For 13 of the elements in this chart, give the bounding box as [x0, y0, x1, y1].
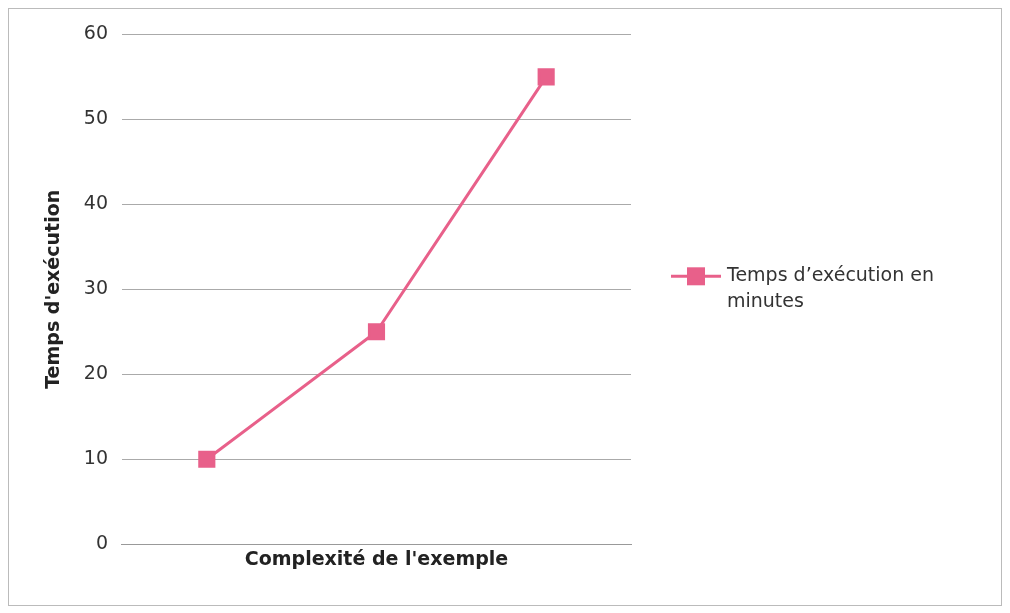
y-tick-label: 20: [83, 361, 108, 384]
y-tick-label: 10: [83, 446, 108, 469]
y-axis-title: Temps d'exécution: [41, 189, 64, 389]
x-axis-title: Complexité de l'exemple: [244, 546, 509, 569]
y-tick-label: 0: [95, 531, 108, 554]
legend-label: Temps d’exécution en minutes: [726, 263, 935, 312]
point: [367, 323, 386, 341]
y-tick-label: 60: [83, 21, 108, 44]
y-tick-label: 30: [83, 276, 108, 299]
y-tick-label: 40: [83, 191, 108, 214]
point: [537, 68, 555, 86]
y-tick-label: 50: [83, 106, 108, 129]
point: [198, 450, 216, 468]
